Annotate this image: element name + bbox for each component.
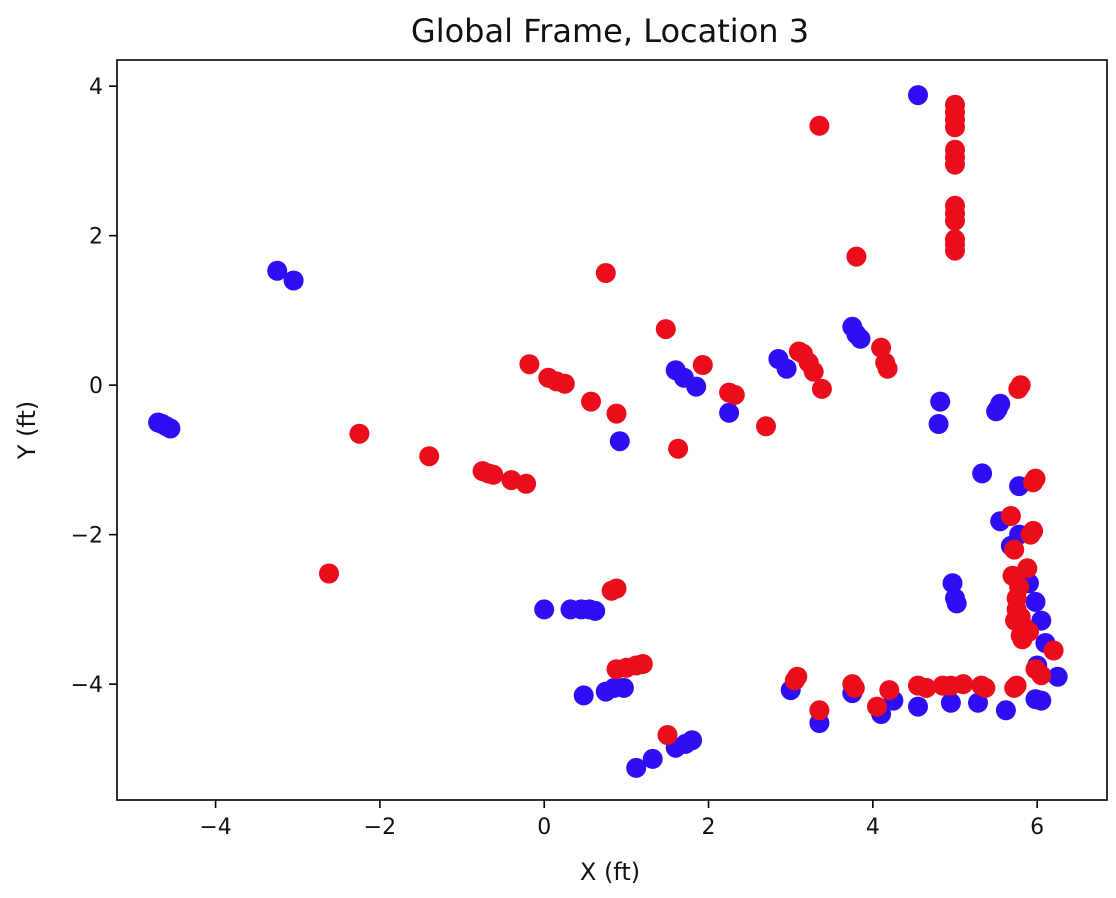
data-point-series-1-44 xyxy=(516,473,537,494)
data-point-series-0-49 xyxy=(682,730,703,751)
data-point-series-0-16 xyxy=(850,328,871,349)
x-tick-label: −4 xyxy=(199,815,231,840)
data-point-series-1-14 xyxy=(846,246,867,267)
data-point-series-0-10 xyxy=(719,402,740,423)
data-point-series-0-35 xyxy=(946,593,967,614)
data-point-series-1-3 xyxy=(945,117,965,138)
data-point-series-0-44 xyxy=(613,677,634,698)
data-point-series-1-51 xyxy=(632,654,653,674)
data-point-series-1-16 xyxy=(655,319,676,340)
data-point-series-1-72 xyxy=(1020,524,1041,545)
data-point-series-1-45 xyxy=(319,563,339,584)
data-point-series-1-75 xyxy=(1017,558,1038,579)
data-point-series-1-70 xyxy=(1023,472,1044,493)
y-tick-label: −2 xyxy=(71,524,103,549)
data-point-series-0-13 xyxy=(776,358,797,379)
data-point-series-1-73 xyxy=(1000,506,1021,526)
data-point-series-1-55 xyxy=(784,670,805,691)
data-point-series-1-85 xyxy=(1010,625,1031,646)
data-point-series-0-33 xyxy=(942,573,963,594)
data-point-series-1-26 xyxy=(756,416,776,437)
data-point-series-0-45 xyxy=(626,757,647,778)
data-points xyxy=(148,85,1068,778)
x-tick-label: 0 xyxy=(537,815,551,840)
data-point-series-1-17 xyxy=(519,354,540,375)
data-point-series-0-4 xyxy=(267,260,288,281)
data-point-series-1-74 xyxy=(1004,539,1025,560)
data-point-series-0-9 xyxy=(686,376,707,397)
data-point-series-1-64 xyxy=(953,674,974,695)
data-point-series-1-32 xyxy=(811,378,832,399)
data-point-series-1-38 xyxy=(349,423,370,444)
data-point-series-0-21 xyxy=(986,401,1007,422)
data-point-series-1-86 xyxy=(1043,640,1064,661)
data-point-series-1-68 xyxy=(1004,677,1025,698)
data-point-series-1-21 xyxy=(581,391,601,412)
data-point-series-0-5 xyxy=(283,270,304,291)
data-point-series-0-57 xyxy=(968,692,988,713)
y-axis-label: Y (ft) xyxy=(13,401,41,460)
data-point-series-0-55 xyxy=(908,696,928,717)
data-point-series-1-13 xyxy=(809,115,830,136)
data-point-series-0-56 xyxy=(940,692,961,713)
data-point-series-1-6 xyxy=(945,154,965,175)
data-point-series-0-46 xyxy=(642,748,663,769)
data-point-series-1-66 xyxy=(975,677,996,698)
chart-title: Global Frame, Location 3 xyxy=(411,12,809,50)
data-point-series-0-40 xyxy=(585,600,606,621)
plot-frame xyxy=(116,59,1108,801)
data-point-series-1-57 xyxy=(844,677,865,698)
x-tick-label: −2 xyxy=(364,815,396,840)
y-tick-label: 4 xyxy=(89,75,103,100)
y-tick-label: 0 xyxy=(89,374,103,399)
data-point-series-1-12 xyxy=(945,240,965,261)
x-axis: −4 −2 0 2 4 6 xyxy=(199,800,1044,840)
data-point-series-0-31 xyxy=(1047,666,1068,687)
data-point-series-0-22 xyxy=(972,463,993,484)
data-point-series-0-41 xyxy=(573,685,594,706)
data-point-series-1-27 xyxy=(668,438,689,459)
data-point-series-1-52 xyxy=(657,725,678,745)
data-point-series-0-58 xyxy=(995,700,1016,721)
data-point-series-1-59 xyxy=(879,680,900,701)
data-point-series-1-25 xyxy=(724,384,745,405)
data-point-series-0-6 xyxy=(908,85,928,106)
data-point-series-1-31 xyxy=(803,361,824,382)
data-point-series-1-9 xyxy=(945,210,965,231)
data-point-series-1-53 xyxy=(809,700,830,721)
x-tick-label: 4 xyxy=(866,815,880,840)
data-point-series-1-22 xyxy=(606,403,627,424)
data-point-series-1-39 xyxy=(419,446,440,467)
x-axis-label: X (ft) xyxy=(580,858,640,886)
data-point-series-1-15 xyxy=(595,263,616,283)
data-point-series-0-3 xyxy=(160,418,181,439)
x-tick-label: 6 xyxy=(1030,815,1044,840)
data-point-series-1-61 xyxy=(916,677,937,698)
data-point-series-0-60 xyxy=(1031,690,1052,711)
data-point-series-1-23 xyxy=(692,355,713,375)
y-axis: 4 2 0 −2 −4 xyxy=(71,75,117,698)
data-point-series-0-28 xyxy=(1025,591,1046,612)
data-point-series-1-37 xyxy=(1008,378,1029,399)
data-point-series-0-36 xyxy=(534,599,555,620)
data-point-series-1-42 xyxy=(483,464,504,485)
data-point-series-1-88 xyxy=(1031,665,1052,686)
x-tick-label: 2 xyxy=(702,815,716,840)
data-point-series-1-20 xyxy=(554,373,575,394)
data-point-series-0-18 xyxy=(928,414,949,434)
data-point-series-0-17 xyxy=(930,391,951,412)
y-tick-label: −4 xyxy=(71,673,103,698)
data-point-series-1-47 xyxy=(606,578,627,599)
data-point-series-0-11 xyxy=(609,431,630,452)
data-point-series-1-35 xyxy=(877,358,898,379)
data-point-series-1-58 xyxy=(867,696,887,717)
y-tick-label: 2 xyxy=(89,225,103,250)
